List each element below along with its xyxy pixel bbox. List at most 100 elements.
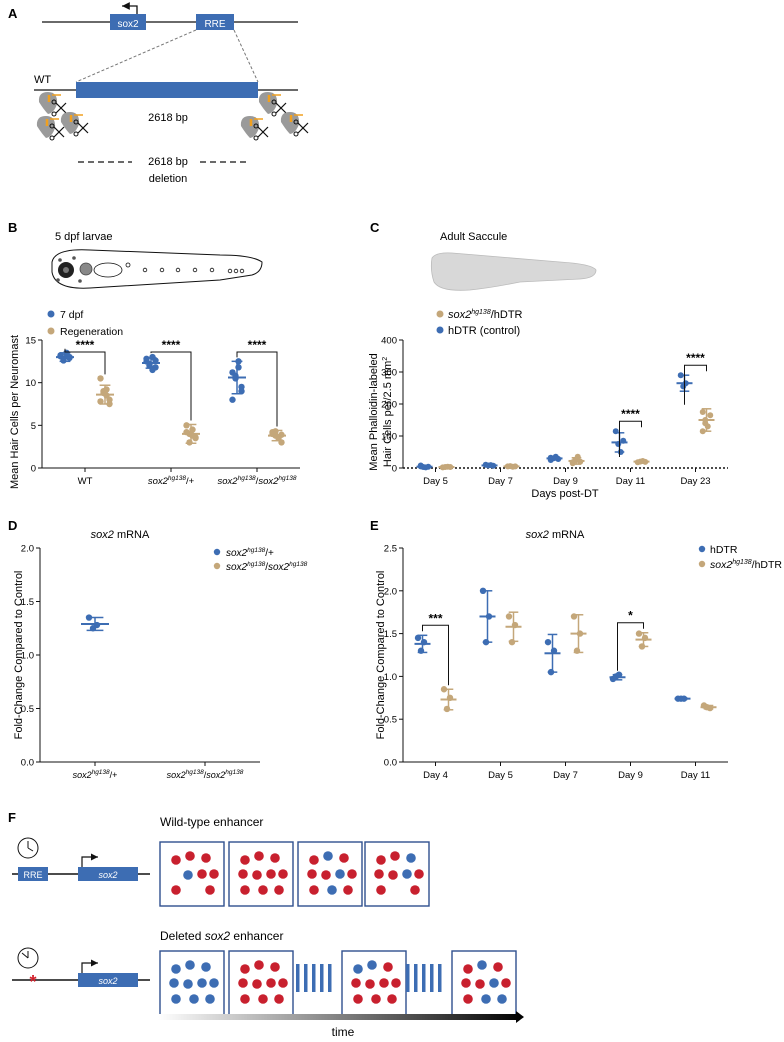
panel-f-letter: F <box>8 810 16 825</box>
y-tick-label: 0 <box>31 464 36 475</box>
significance-bracket <box>617 622 644 671</box>
red-cell <box>365 979 375 989</box>
significance-bracket <box>150 351 192 421</box>
y-tick-label: 0.0 <box>384 758 397 769</box>
panel-e-title: sox2 mRNA <box>526 529 585 541</box>
y-tick-label: 1.5 <box>384 629 397 640</box>
red-cell <box>475 979 485 989</box>
x-tick-label: Day 7 <box>488 476 513 487</box>
legend-dot-hdtr <box>698 545 706 553</box>
data-point <box>183 422 190 429</box>
data-point <box>414 634 422 642</box>
panel-a: A sox2 RRE WT 2618 bp 2618 bp deletion <box>8 2 309 185</box>
data-point <box>699 409 706 415</box>
red-cell <box>171 885 181 895</box>
y-tick-label: 0 <box>392 464 397 475</box>
scissors-icon <box>275 102 287 114</box>
red-cell <box>254 960 264 970</box>
significance-bracket <box>619 420 642 457</box>
sox2-gene-box <box>110 14 146 30</box>
scissors-icon <box>271 99 277 105</box>
scissors-icon <box>297 122 309 134</box>
time-gap-bar <box>422 964 426 992</box>
panel-b-ylabel: Mean Hair Cells per Neuromast <box>9 335 21 489</box>
blue-cell <box>367 960 377 970</box>
size-label: 2618 bp <box>148 112 188 124</box>
data-point <box>97 375 104 382</box>
panel-b: B 5 dpf larvae 7 dpf Regeneration 0 5 10 15… <box>8 220 300 489</box>
blue-cell <box>185 960 195 970</box>
cas9-icon <box>60 112 80 134</box>
deleted-cell-boxes <box>159 950 517 1016</box>
significance-label: **** <box>162 338 181 352</box>
data-point <box>238 388 245 395</box>
data-point <box>707 412 714 419</box>
red-cell <box>351 978 361 988</box>
blue-cell <box>406 853 416 863</box>
significance-bracket <box>64 348 106 375</box>
blue-cell <box>327 885 337 895</box>
panel-f: F Wild-type enhancer RRE sox2 Deleted so… <box>8 810 524 1039</box>
scissors-icon <box>49 135 55 141</box>
blue-cell <box>402 869 412 879</box>
red-cell <box>493 962 503 972</box>
data-point <box>702 420 709 427</box>
y-tick-label: 100 <box>381 432 397 443</box>
tss-arrow-icon <box>81 853 98 867</box>
significance-bracket <box>236 351 278 427</box>
cas9-icon <box>280 112 300 134</box>
red-cell <box>185 851 195 861</box>
panel-c-ylabel-2: Hair Cells per/2.5 mm2 <box>382 357 394 467</box>
scissors-icon <box>55 102 67 114</box>
y-tick-label: 400 <box>381 336 397 347</box>
x-tick-label: Day 23 <box>680 476 710 487</box>
wt-construct: RRE sox2 <box>12 837 150 881</box>
sox2-element-label: sox2 <box>98 976 117 986</box>
blue-cell <box>205 994 215 1004</box>
panel-b-letter: B <box>8 220 17 235</box>
red-cell <box>379 978 389 988</box>
data-point <box>544 638 552 646</box>
time-gap-bar <box>312 964 316 992</box>
legend-mutant-hdtr: sox2hg138/hDTR <box>710 559 782 571</box>
y-tick-label: 0.5 <box>384 715 397 726</box>
significance-label: **** <box>76 338 95 352</box>
x-tick-label: sox2hg138/sox2hg138 <box>218 475 297 487</box>
red-cell <box>274 885 284 895</box>
red-cell <box>201 853 211 863</box>
time-arrow <box>158 1011 524 1023</box>
red-cell <box>254 851 264 861</box>
wt-cell-boxes <box>159 841 430 907</box>
scissors-icon <box>253 135 259 141</box>
red-cell <box>376 885 386 895</box>
significance-label: *** <box>428 611 442 625</box>
blue-cell <box>481 994 491 1004</box>
y-tick-label: 1.0 <box>384 672 397 683</box>
red-cell <box>339 853 349 863</box>
chart-b: 0 5 10 15 WT **** sox2hg138/+ **** sox2hg138/sox… <box>25 336 300 487</box>
chart-d: 0.0 0.5 1.0 1.5 2.0 sox2hg138/+ sox2hg138/sox2… <box>21 544 260 780</box>
legend-dot-hom <box>213 562 221 570</box>
red-cell <box>238 978 248 988</box>
panel-c-xlabel: Days post-DT <box>531 488 599 500</box>
red-cell <box>171 855 181 865</box>
red-cell <box>278 978 288 988</box>
legend-regeneration: Regeneration <box>60 326 123 338</box>
zoom-line-left <box>75 29 197 83</box>
red-cell <box>252 870 262 880</box>
x-tick-label: Day 9 <box>618 770 643 781</box>
scissors-icon <box>293 131 299 137</box>
red-cell <box>463 994 473 1004</box>
scissors-icon <box>257 126 269 138</box>
red-cell <box>463 964 473 974</box>
y-tick-label: 15 <box>25 336 36 347</box>
red-cell <box>307 869 317 879</box>
red-cell <box>266 978 276 988</box>
red-cell <box>461 978 471 988</box>
blue-cell <box>171 964 181 974</box>
legend-hom: sox2hg138/sox2hg138 <box>226 561 308 573</box>
panel-d-letter: D <box>8 518 17 533</box>
blue-cell <box>323 851 333 861</box>
red-cell <box>391 978 401 988</box>
